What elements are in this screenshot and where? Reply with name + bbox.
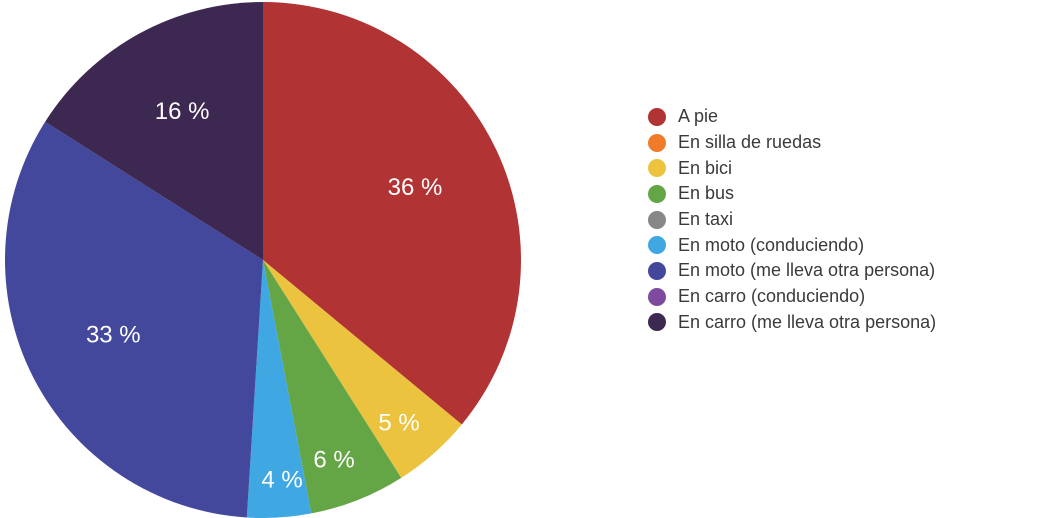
legend-label: En bici: [678, 157, 733, 178]
pie-labels: 36 % 5 % 6 % 4 % 33 % 16 %: [86, 98, 442, 493]
slice-label-en-moto-conduciendo: 4 %: [261, 466, 302, 493]
pie-slice-en-carro-me-lleva-otra-persona: [45, 2, 263, 260]
legend-item-en-carro-conduciendo: En carro (conduciendo): [648, 284, 936, 310]
legend-item-en-moto-me-lleva-otra-persona: En moto (me lleva otra persona): [648, 258, 936, 284]
slice-label-en-bus: 6 %: [313, 446, 354, 473]
legend-label: A pie: [678, 106, 719, 127]
legend-label: En bus: [678, 183, 735, 204]
legend-swatch: [648, 261, 666, 280]
legend-item-en-bici: En bici: [648, 155, 936, 181]
legend-label: En carro (me lleva otra persona): [678, 311, 937, 332]
legend-item-en-bus: En bus: [648, 181, 936, 207]
legend-label: En moto (conduciendo): [678, 234, 865, 255]
slice-label-en-bici: 5 %: [378, 409, 419, 436]
pie-slice-en-moto-me-lleva-otra-persona: [4, 121, 263, 518]
slice-label-en-moto-me-lleva-otra-persona: 33 %: [86, 322, 141, 349]
legend-swatch: [648, 236, 666, 255]
pie-slice-a-pie: [263, 2, 522, 425]
slice-label-en-carro-me-lleva-otra-persona: 16 %: [155, 98, 210, 125]
pie-slices: [4, 2, 522, 518]
legend-swatch: [648, 133, 666, 152]
legend-item-en-taxi: En taxi: [648, 207, 936, 233]
legend-label: En carro (conduciendo): [678, 286, 866, 307]
legend: A pie En silla de ruedas En bici En bus En t…: [648, 104, 936, 335]
legend-label: En silla de ruedas: [678, 132, 822, 153]
legend-label: En taxi: [678, 209, 734, 230]
slice-label-a-pie: 36 %: [388, 174, 443, 201]
legend-label: En moto (me lleva otra persona): [678, 260, 936, 281]
legend-swatch: [648, 184, 666, 203]
legend-item-en-silla-de-ruedas: En silla de ruedas: [648, 130, 936, 156]
pie-slice-en-bici: [263, 260, 462, 478]
pie-slice-en-moto-conduciendo: [246, 260, 312, 518]
legend-swatch: [648, 159, 666, 178]
legend-item-en-moto-conduciendo: En moto (conduciendo): [648, 232, 936, 258]
legend-swatch: [648, 287, 666, 306]
pie-slice-en-bus: [263, 260, 402, 514]
legend-swatch: [648, 313, 666, 332]
legend-item-en-carro-me-lleva-otra-persona: En carro (me lleva otra persona): [648, 310, 936, 336]
legend-item-a-pie: A pie: [648, 104, 936, 130]
legend-swatch: [648, 107, 666, 126]
legend-swatch: [648, 210, 666, 229]
